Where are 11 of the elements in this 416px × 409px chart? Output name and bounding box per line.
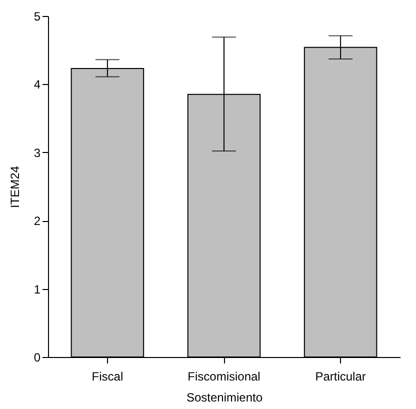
y-tick-label: 3 — [34, 146, 41, 160]
x-tick-label: Particular — [315, 370, 366, 384]
y-axis-title: ITEM24 — [8, 166, 22, 208]
y-tick-label: 2 — [34, 214, 41, 228]
y-tick-label: 0 — [34, 350, 41, 364]
y-tick-label: 4 — [34, 78, 41, 92]
y-tick-label: 5 — [34, 10, 41, 24]
x-tick-label: Fiscal — [92, 370, 124, 384]
x-tick-label: Fiscomisional — [188, 370, 260, 384]
x-axis-title: Sostenimiento — [186, 390, 263, 404]
y-tick-label: 1 — [34, 282, 41, 296]
